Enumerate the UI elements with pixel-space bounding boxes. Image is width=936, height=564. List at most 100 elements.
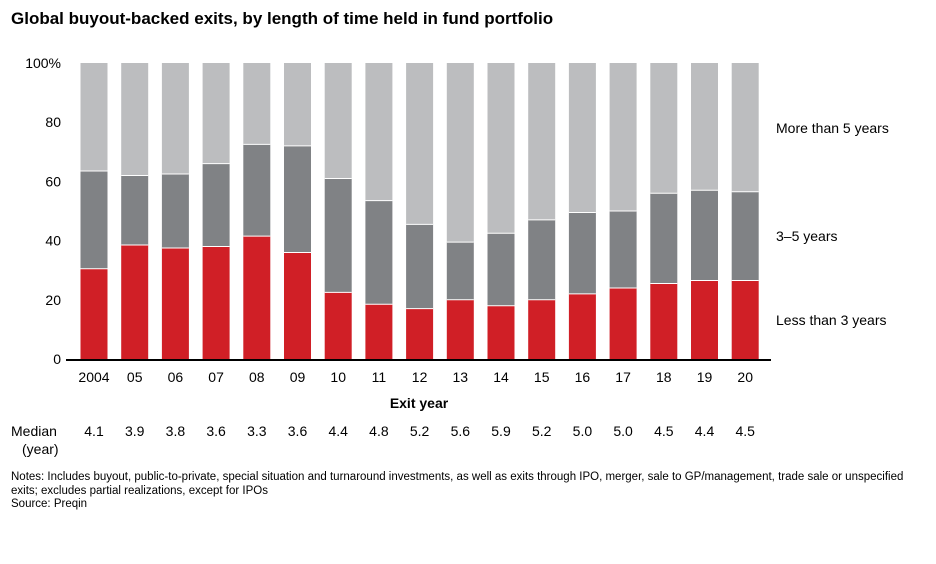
- bar-segment: [568, 212, 596, 294]
- bar-segment: [243, 236, 271, 359]
- chart-title: Global buyout-backed exits, by length of…: [11, 9, 554, 28]
- median-value: 4.4: [328, 423, 348, 439]
- median-label: Median: [11, 423, 57, 439]
- bar-segment: [731, 280, 759, 359]
- x-tick-label: 06: [168, 369, 184, 385]
- bar-segment: [284, 145, 311, 253]
- bar-segment: [324, 292, 352, 359]
- x-tick-label: 2004: [78, 369, 109, 385]
- x-tick-label: 16: [575, 369, 591, 385]
- median-value: 3.3: [247, 423, 267, 439]
- bar-segment: [487, 233, 515, 306]
- bar-segment: [528, 63, 556, 220]
- bar-segment: [568, 293, 596, 359]
- bar-segment: [161, 63, 189, 174]
- bar-segment: [731, 191, 759, 281]
- x-tick-label: 18: [656, 369, 672, 385]
- y-tick-label: 0: [53, 351, 61, 367]
- chart-source: Source: Preqin: [11, 498, 88, 510]
- bar-segment: [731, 63, 759, 192]
- median-value: 5.2: [410, 423, 430, 439]
- median-value: 3.6: [288, 423, 308, 439]
- bar-segment: [365, 63, 393, 201]
- median-value: 5.2: [532, 423, 552, 439]
- x-tick-label: 11: [372, 369, 387, 385]
- bar-segment: [80, 268, 108, 359]
- median-value: 4.5: [735, 423, 755, 439]
- chart-notes: Notes: Includes buyout, public-to-privat…: [11, 471, 904, 497]
- bar-segment: [487, 305, 515, 359]
- bar-segment: [650, 283, 678, 359]
- y-tick-label: 60: [45, 173, 61, 189]
- bar-segment: [691, 280, 718, 359]
- bar-segment: [121, 63, 149, 176]
- x-tick-label: 17: [615, 369, 631, 385]
- bar-segment: [284, 252, 311, 359]
- bar-segment: [691, 190, 718, 281]
- bar-segment: [80, 171, 108, 269]
- median-value: 5.0: [613, 423, 633, 439]
- x-tick-label: 09: [290, 369, 306, 385]
- bar-segment: [284, 63, 311, 146]
- x-tick-label: 12: [412, 369, 428, 385]
- x-tick-label: 07: [208, 369, 224, 385]
- median-value: 4.8: [369, 423, 389, 439]
- x-tick-label: 05: [127, 369, 143, 385]
- bar-segment: [121, 245, 149, 359]
- bar-segment: [528, 299, 556, 359]
- bar-segment: [202, 63, 230, 164]
- legend-label: More than 5 years: [776, 120, 889, 136]
- bar-segment: [446, 63, 474, 243]
- median-value: 4.1: [84, 423, 104, 439]
- y-tick-label: 80: [45, 114, 61, 130]
- median-row: Median (year) 4.1 3.9 3.8 3.6 3.3 3.6 4.4 4.8 5.…: [11, 423, 755, 457]
- bar-segment: [365, 200, 393, 305]
- x-tick-label: 10: [330, 369, 346, 385]
- x-tick-label: 15: [534, 369, 550, 385]
- median-value: 5.6: [451, 423, 471, 439]
- bar-segment: [609, 211, 637, 288]
- bar-segment: [609, 63, 637, 211]
- bar-segment: [568, 63, 596, 213]
- bar-segment: [650, 193, 678, 284]
- bar-segment: [406, 224, 434, 309]
- median-value: 3.9: [125, 423, 145, 439]
- median-unit-label: (year): [22, 441, 59, 457]
- median-value: 3.8: [166, 423, 186, 439]
- bar-segment: [691, 63, 718, 191]
- bar-segment: [202, 246, 230, 359]
- x-tick-label: 08: [249, 369, 265, 385]
- bar-segment: [406, 308, 434, 359]
- bar-segment: [161, 174, 189, 248]
- x-axis-labels: 2004 05 06 07 08 09 10 11 12 13 14 15 16 17 18 19 20: [78, 369, 753, 385]
- bar-segment: [365, 304, 393, 359]
- bar-segment: [161, 248, 189, 359]
- bar-segment: [324, 178, 352, 293]
- y-tick-label: 100%: [25, 55, 61, 71]
- bar-segment: [80, 63, 108, 172]
- median-value: 3.6: [206, 423, 226, 439]
- y-tick-label: 20: [45, 292, 61, 308]
- median-value: 5.0: [573, 423, 593, 439]
- bar-segment: [324, 63, 352, 179]
- bar-segment: [202, 163, 230, 247]
- median-value: 5.9: [491, 423, 511, 439]
- y-tick-label: 40: [45, 233, 61, 249]
- bar-segment: [446, 242, 474, 300]
- bars: [80, 63, 759, 359]
- bar-segment: [528, 219, 556, 300]
- x-tick-label: 20: [737, 369, 753, 385]
- x-axis-title: Exit year: [390, 395, 449, 411]
- bar-segment: [609, 287, 637, 359]
- x-tick-label: 14: [493, 369, 509, 385]
- x-tick-label: 19: [697, 369, 713, 385]
- bar-segment: [406, 63, 434, 225]
- bar-segment: [650, 63, 678, 194]
- median-value: 4.4: [695, 423, 715, 439]
- legend-label: Less than 3 years: [776, 312, 887, 328]
- bar-segment: [243, 144, 271, 237]
- y-axis-labels: 0 20 40 60 80 100%: [25, 55, 61, 367]
- median-value: 4.5: [654, 423, 674, 439]
- bar-segment: [243, 63, 271, 145]
